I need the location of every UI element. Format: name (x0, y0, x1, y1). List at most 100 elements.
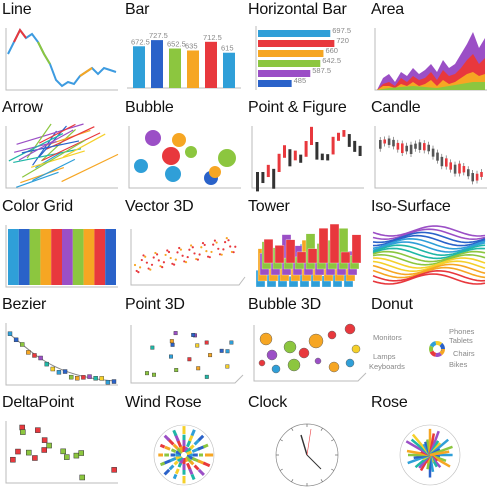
color-grid-column-3 (40, 229, 52, 285)
tile-title-point-3d: Point 3D (125, 296, 185, 313)
vector-point-3 (139, 266, 142, 269)
clock-chart-thumbnail (275, 423, 339, 487)
tile-title-deltapoint: DeltaPoint (2, 394, 74, 411)
color-grid-column-8 (94, 229, 106, 285)
vector-3d-chart-thumbnail (130, 229, 246, 286)
wind-rose-segment-10-1 (172, 443, 179, 450)
vector-point-33 (190, 244, 193, 247)
pnf-column-16 (342, 130, 346, 137)
line-chart-thumbnail (5, 28, 118, 91)
iso-band-0 (372, 225, 486, 237)
delta-point-15 (79, 474, 85, 481)
vector-point-57 (230, 250, 233, 254)
tile-title-rose: Rose (371, 394, 408, 411)
donut-label-phones: Phones (449, 327, 475, 336)
tile-bezier[interactable]: Bezier (0, 295, 122, 393)
vector-point-20 (167, 250, 171, 254)
bar-1 (151, 40, 163, 88)
tower-4-0 (263, 239, 274, 264)
vector-point-56 (229, 245, 232, 248)
bezier-point-7 (50, 366, 56, 372)
vector-point-14 (157, 259, 160, 262)
tile-title-arrow: Arrow (2, 99, 43, 116)
tile-rose[interactable]: Rose (369, 393, 491, 491)
iso-band-5 (372, 241, 486, 253)
wind-rose-segment-9-3 (159, 443, 166, 449)
color-grid-column-9 (105, 229, 116, 285)
candle-body-6 (405, 145, 408, 152)
tile-color-grid[interactable]: Color Grid (0, 197, 122, 295)
vector-point-13 (156, 253, 159, 256)
tile-bubble-3d[interactable]: Bubble 3D (246, 295, 368, 393)
clock-tick-10 (320, 427, 323, 431)
tile-iso-surface[interactable]: Iso-Surface (369, 197, 491, 295)
wind-rose-segment-3-2 (188, 468, 194, 475)
bezier-point-15 (99, 376, 104, 381)
vector-point-18 (164, 253, 167, 257)
point-3d-13 (173, 331, 178, 336)
clock-tick-4 (291, 479, 294, 483)
tower-4-7 (340, 251, 351, 264)
tile-title-wind-rose: Wind Rose (125, 394, 202, 411)
tile-candle[interactable]: Candle (369, 98, 491, 196)
tower-4-1 (274, 245, 285, 264)
bezier-chart-thumbnail (5, 323, 118, 386)
tile-point-3d[interactable]: Point 3D (123, 295, 245, 393)
delta-point-9 (78, 450, 84, 456)
point-3d-chart-thumbnail (130, 325, 244, 384)
tower-4-6 (329, 223, 340, 264)
tile-donut[interactable]: Donut Monitors Phones Tablets Chairs Lam… (369, 295, 491, 393)
tile-deltapoint[interactable]: DeltaPoint (0, 393, 122, 491)
tile-tower[interactable]: Tower (246, 197, 368, 295)
donut-label-lamps: Lamps (373, 352, 396, 361)
vector-point-58 (232, 251, 235, 254)
tile-horizontal-bar[interactable]: Horizontal Bar 697.5 720 660 642.5 587.5 485 (246, 0, 368, 98)
tile-clock[interactable]: Clock (246, 393, 368, 491)
wind-rose-chart-thumbnail (153, 424, 215, 486)
pnf-column-12 (320, 153, 324, 161)
wind-rose-segment-11-0 (178, 445, 185, 453)
candle-body-11 (427, 144, 430, 152)
clock-tick-8 (291, 427, 294, 431)
clock-tick-1 (331, 468, 335, 471)
vector-point-35 (193, 252, 196, 255)
tile-vector-3d[interactable]: Vector 3D (123, 197, 246, 295)
pnf-column-7 (293, 150, 297, 161)
vector-point-45 (210, 250, 213, 254)
pnf-column-9 (304, 141, 308, 157)
point-3d-6 (204, 374, 209, 379)
iso-band-15 (372, 273, 486, 285)
tile-wind-rose[interactable]: Wind Rose (123, 393, 245, 491)
candle-body-22 (475, 173, 479, 181)
tile-bubble[interactable]: Bubble (123, 98, 245, 196)
vector-point-39 (200, 246, 203, 249)
iso-band-1 (372, 228, 486, 241)
wind-rose-segment-9-0 (175, 450, 182, 456)
tile-area[interactable]: Area (369, 0, 491, 98)
candle-body-21 (471, 173, 474, 182)
tile-title-color-grid: Color Grid (2, 198, 73, 215)
tile-line[interactable]: Line (0, 0, 122, 98)
tile-bar[interactable]: Bar 672.5 727.5 652.5 635 712.5 615 (123, 0, 245, 98)
vector-point-6 (144, 255, 147, 258)
pnf-column-11 (315, 142, 319, 160)
hbar-4 (258, 70, 311, 77)
tile-title-line: Line (2, 1, 32, 18)
iso-surface-chart-thumbnail (372, 225, 486, 285)
delta-point-6 (41, 437, 48, 443)
tile-arrow[interactable]: Arrow (0, 98, 122, 196)
pnf-column-1 (261, 172, 265, 184)
vector-point-11 (152, 256, 155, 259)
wind-rose-segment-1-3 (202, 461, 211, 468)
iso-band-8 (372, 250, 486, 263)
donut-label-chairs: Chairs (453, 349, 475, 358)
arrow-16 (32, 158, 76, 182)
wind-rose-segment-7-3 (159, 461, 166, 467)
donut-label-tablets: Tablets (449, 336, 473, 345)
wind-rose-segment-6-1 (173, 460, 179, 466)
tile-point-figure[interactable]: Point & Figure (246, 98, 368, 196)
vector-point-5 (142, 254, 145, 257)
color-grid-column-7 (83, 229, 95, 285)
vector-point-7 (145, 261, 148, 264)
